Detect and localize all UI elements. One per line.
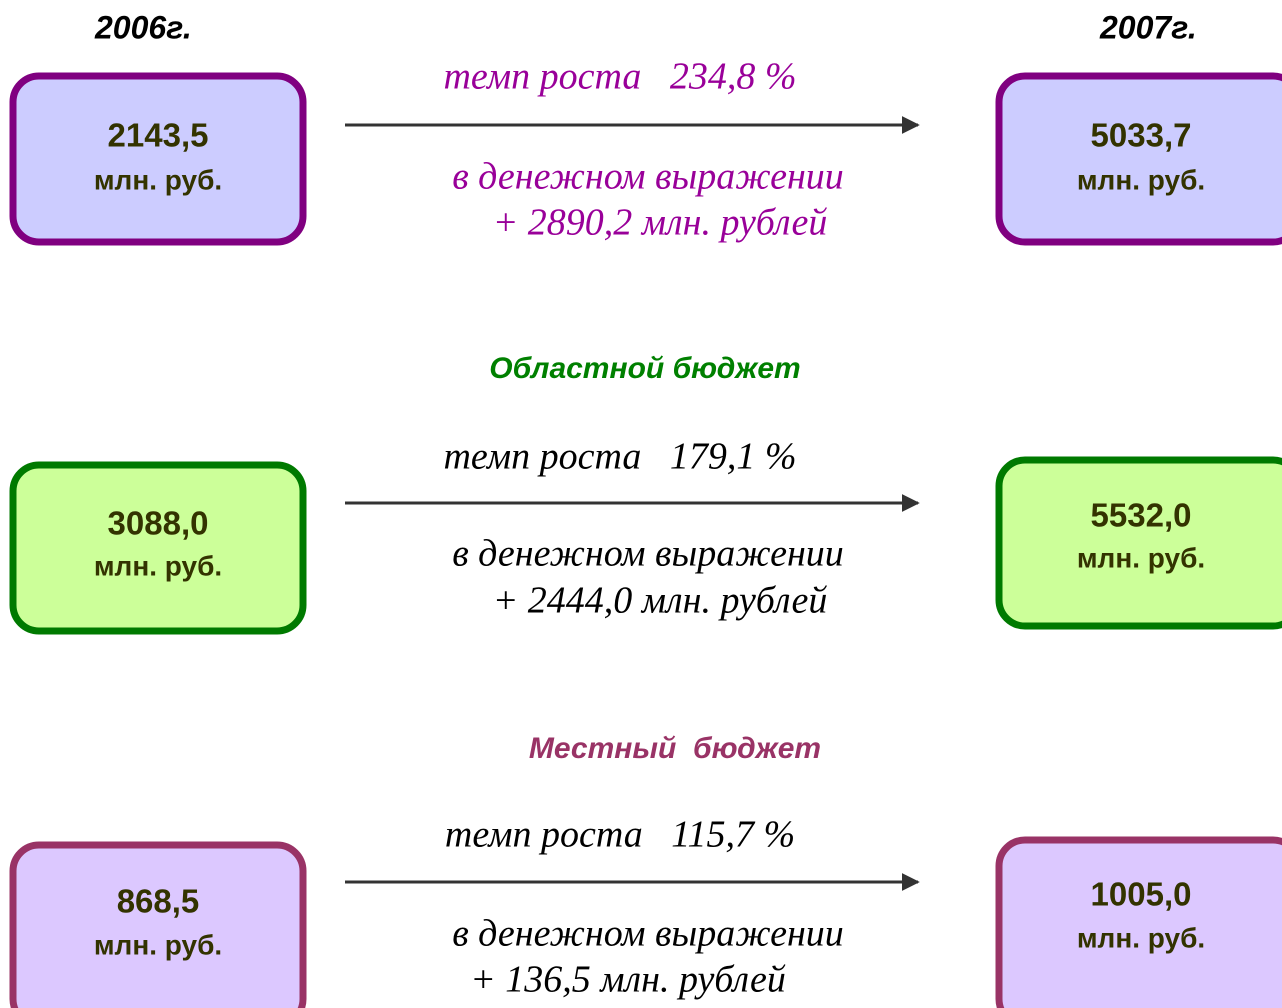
- unit-right: млн. руб.: [1077, 164, 1205, 195]
- money-value: + 2444,0 млн. рублей: [493, 580, 828, 622]
- value-right: 5033,7: [1091, 117, 1192, 154]
- box-left: [9, 841, 307, 1008]
- row-title: Областной бюджет: [489, 352, 800, 385]
- row: Областной бюджет 3088,0 млн. руб. 5532,0…: [9, 352, 1282, 635]
- value-left: 868,5: [117, 883, 200, 920]
- value-left: 3088,0: [108, 505, 209, 542]
- year-right: 2007г.: [1099, 9, 1197, 45]
- money-label: в денежном выражении: [452, 913, 844, 955]
- money-value: + 2890,2 млн. рублей: [493, 202, 828, 244]
- growth: темп роста 234,8 %: [443, 56, 796, 98]
- value-right: 5532,0: [1091, 497, 1192, 534]
- box-right: [995, 836, 1282, 1008]
- row: 2143,5 млн. руб. 5033,7 млн. руб. темп р…: [9, 56, 1282, 246]
- value-left: 2143,5: [108, 117, 209, 154]
- growth: темп роста 115,7 %: [445, 814, 795, 856]
- year-left: 2006г.: [94, 9, 192, 45]
- box-left: [9, 461, 307, 635]
- money-label: в денежном выражении: [452, 156, 844, 198]
- box-right: [995, 72, 1282, 246]
- unit-right: млн. руб.: [1077, 922, 1205, 953]
- money-value: + 136,5 млн. рублей: [470, 959, 786, 1001]
- value-right: 1005,0: [1091, 876, 1192, 913]
- growth: темп роста 179,1 %: [443, 436, 796, 478]
- unit-left: млн. руб.: [94, 164, 222, 195]
- row: Местный бюджет 868,5 млн. руб. 1005,0 мл…: [9, 732, 1282, 1008]
- row-title: Местный бюджет: [529, 732, 821, 765]
- unit-left: млн. руб.: [94, 550, 222, 581]
- money-label: в денежном выражении: [452, 533, 844, 575]
- unit-left: млн. руб.: [94, 929, 222, 960]
- box-left: [9, 72, 307, 246]
- unit-right: млн. руб.: [1077, 542, 1205, 573]
- box-right: [995, 456, 1282, 630]
